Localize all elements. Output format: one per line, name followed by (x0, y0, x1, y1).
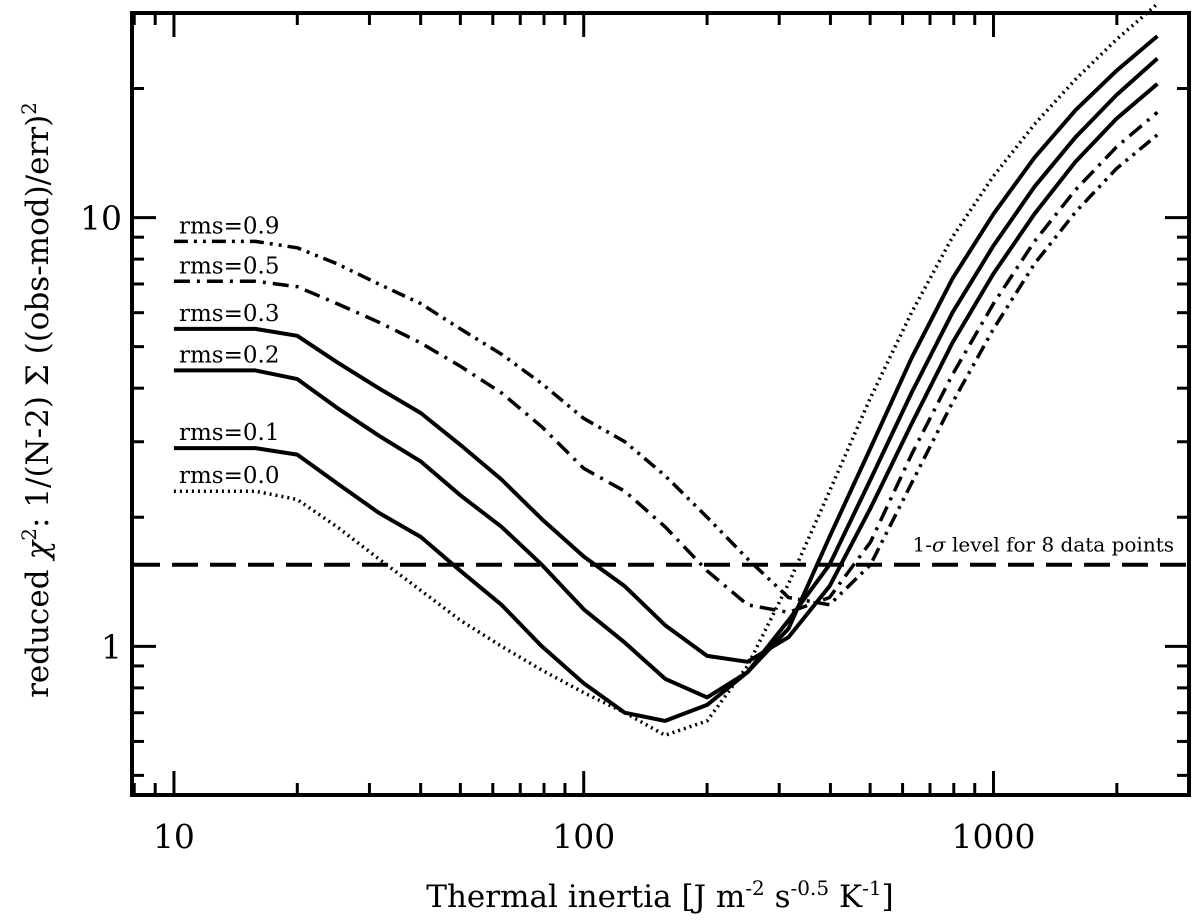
reference-line-group: 1-σ level for 8 data points (134, 533, 1187, 567)
series-label: rms=0.1 (179, 420, 279, 446)
series-line-rms-0-3 (173, 82, 1159, 664)
tick-labels: 10 100 1000 1 10 (80, 199, 1035, 856)
series-group (173, 2, 1159, 738)
series-line-rms-0-2 (173, 57, 1159, 700)
series-line-rms-0-1 (173, 34, 1159, 723)
y-tick-label: 1 (101, 627, 122, 666)
series-line-rms-0-5 (173, 110, 1159, 615)
series-labels: rms=0.0 rms=0.1 rms=0.2 rms=0.3 rms=0.5 rms=0… (179, 213, 279, 489)
series-label: rms=0.0 (179, 463, 279, 489)
y-axis-title: reduced χ2: 1/(N-2) Σ ((obs-mod)/err)2 (17, 102, 56, 698)
series-label: rms=0.9 (179, 213, 279, 239)
series-label: rms=0.5 (179, 253, 279, 279)
axis-ticks (132, 11, 1191, 795)
y-tick-label: 10 (80, 199, 122, 238)
series-label: rms=0.2 (179, 342, 279, 368)
series-label: rms=0.3 (179, 301, 279, 327)
x-axis-title: Thermal inertia [J m-2 s-0.5 K-1] (426, 876, 893, 915)
x-tick-label: 100 (552, 817, 615, 856)
x-tick-label: 10 (153, 817, 195, 856)
x-tick-label: 1000 (951, 817, 1035, 856)
plot-frame (130, 11, 1191, 797)
reference-line-label: 1-σ level for 8 data points (912, 533, 1174, 557)
